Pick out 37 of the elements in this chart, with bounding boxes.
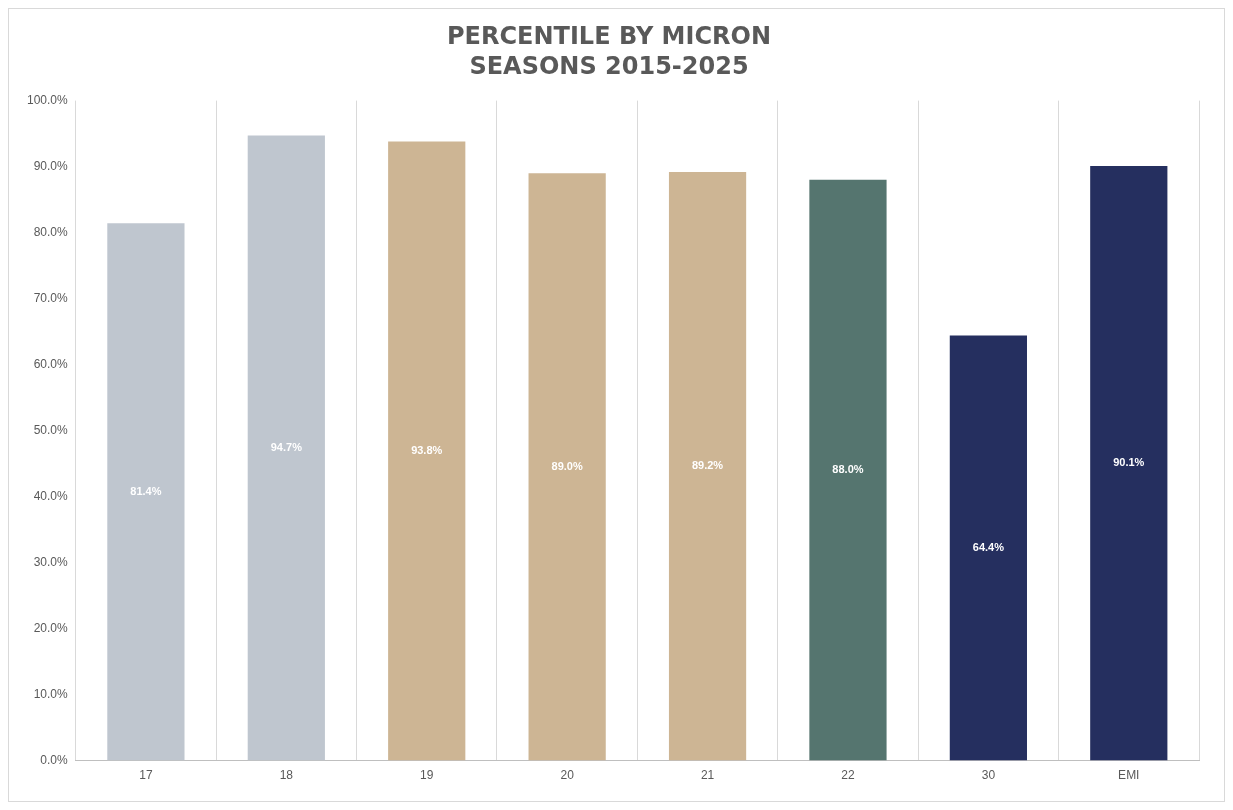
data-label: 90.1%	[1113, 456, 1145, 469]
bar	[1090, 165, 1168, 761]
chart-subtitle: SEASONS 2015-2025	[469, 52, 749, 81]
y-tick-label: 90.0%	[33, 158, 69, 173]
y-tick-label: 60.0%	[33, 356, 69, 371]
bar	[668, 171, 747, 761]
x-tick-label: EMI	[1118, 768, 1140, 783]
data-label: 94.7%	[270, 441, 303, 454]
data-label: 81.4%	[130, 485, 162, 498]
data-label: 89.0%	[551, 459, 583, 472]
bar	[949, 335, 1027, 761]
bar	[388, 141, 466, 761]
x-tick-label: 21	[700, 768, 715, 783]
data-label: 88.0%	[832, 463, 864, 476]
bar	[107, 223, 185, 761]
y-tick-label: 80.0%	[33, 224, 69, 239]
x-tick-label: 20	[560, 768, 575, 783]
y-tick-label: 0.0%	[40, 752, 69, 767]
data-label: 64.4%	[972, 541, 1005, 554]
x-tick-label: 19	[420, 768, 434, 783]
bar	[247, 135, 325, 761]
x-tick-label: 22	[841, 768, 855, 783]
x-tick-label: 17	[139, 768, 153, 783]
chart-title: PERCENTILE BY MICRON	[446, 21, 772, 50]
bar	[809, 179, 887, 761]
x-tick-label: 30	[981, 768, 996, 783]
data-label: 93.8%	[411, 444, 443, 457]
y-tick-label: 50.0%	[33, 422, 69, 437]
y-tick-label: 40.0%	[33, 488, 69, 503]
y-tick-label: 20.0%	[33, 620, 69, 635]
y-tick-label: 100.0%	[27, 92, 69, 107]
y-tick-label: 30.0%	[33, 554, 69, 569]
x-tick-label: 18	[279, 768, 294, 783]
bar	[528, 173, 606, 761]
y-tick-label: 70.0%	[33, 290, 69, 305]
y-tick-label: 10.0%	[33, 686, 69, 701]
data-label: 89.2%	[691, 459, 724, 472]
